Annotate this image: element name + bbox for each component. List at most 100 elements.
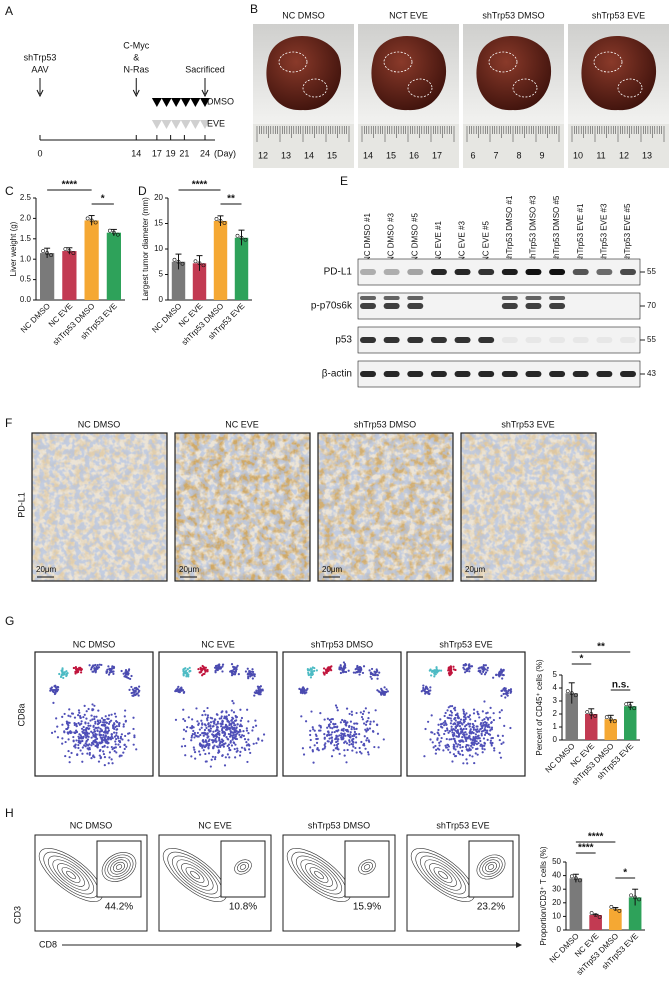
tsne-point	[72, 735, 75, 739]
tsne-point	[87, 732, 91, 735]
tsne-title: shTrp53 EVE	[439, 639, 492, 649]
tsne-point	[301, 686, 304, 690]
treatment-marker	[151, 98, 162, 107]
tsne-point	[365, 739, 368, 742]
tsne-point	[473, 761, 476, 765]
tsne-point	[486, 669, 489, 672]
tsne-point	[386, 690, 389, 693]
tsne-point	[471, 746, 474, 749]
tsne-point	[201, 664, 204, 668]
sample-point	[569, 874, 574, 879]
tsne-point	[481, 747, 484, 750]
treatment-marker	[161, 120, 172, 129]
tsne-point	[193, 736, 196, 739]
tsne-point	[336, 738, 340, 741]
tsne-point	[463, 668, 466, 671]
tsne-point	[124, 719, 128, 722]
tsne-point	[249, 672, 252, 676]
bar	[62, 251, 77, 300]
tsne-point	[180, 745, 184, 748]
tsne-point	[430, 714, 433, 717]
tsne-point	[111, 665, 114, 668]
tsne-point	[193, 731, 196, 735]
x-tick-label: NC DMSO	[150, 302, 183, 335]
tsne-point	[69, 731, 72, 735]
band	[478, 269, 495, 275]
tsne-point	[180, 689, 184, 692]
tsne-point	[464, 731, 467, 734]
tsne-point	[309, 746, 312, 749]
tsne-point	[211, 755, 214, 758]
sample-point	[235, 233, 240, 238]
mw-label: 43	[647, 369, 656, 378]
tsne-point	[466, 749, 469, 752]
band	[407, 296, 424, 300]
liver	[371, 36, 447, 111]
tsne-point	[359, 666, 362, 669]
treatment-marker	[161, 98, 172, 107]
band	[549, 303, 566, 309]
band	[478, 337, 495, 343]
tsne-point	[79, 737, 82, 740]
tsne-point	[501, 677, 504, 680]
tsne-point	[68, 721, 71, 724]
tsne-point	[366, 737, 369, 740]
significance-label: ****	[578, 843, 594, 854]
tsne-point	[232, 702, 235, 705]
tsne-point	[462, 708, 465, 711]
tsne-point	[233, 666, 236, 669]
tsne-point	[457, 735, 461, 738]
tsne-point	[466, 762, 469, 765]
tsne-point	[212, 745, 215, 749]
tsne-point	[359, 711, 362, 714]
tsne-point	[91, 731, 94, 735]
tsne-point	[344, 728, 348, 732]
ruler-number: 16	[409, 150, 419, 160]
tsne-point	[78, 666, 81, 669]
tsne-point	[68, 761, 71, 764]
tsne-point	[375, 723, 379, 726]
tsne-point	[200, 719, 203, 722]
tsne-point	[509, 688, 513, 691]
mw-label: 70	[647, 301, 656, 310]
tsne-point	[201, 732, 204, 735]
tsne-point	[74, 744, 77, 747]
tsne-point	[101, 736, 104, 739]
timeline-day: 14	[131, 148, 141, 158]
tsne-point	[327, 740, 330, 743]
tsne-title: NC EVE	[201, 639, 235, 649]
sample-point	[573, 693, 578, 698]
tsne-point	[186, 726, 189, 729]
tsne-point	[94, 744, 97, 747]
tsne-point	[76, 753, 79, 757]
tsne-point	[216, 729, 219, 732]
bar	[589, 915, 602, 930]
contour	[479, 857, 503, 877]
tsne-point	[220, 725, 223, 728]
tsne-point	[449, 666, 453, 670]
tsne-point	[450, 725, 453, 728]
tsne-point	[111, 748, 114, 751]
tsne-point	[481, 745, 484, 748]
tsne-point	[92, 735, 95, 738]
sample-point	[633, 895, 638, 900]
tsne-point	[355, 751, 358, 754]
contour	[167, 851, 223, 899]
tsne-point	[120, 754, 123, 757]
tsne-point	[477, 669, 480, 673]
tsne-point	[474, 719, 477, 723]
tsne-point	[350, 725, 353, 728]
ruler	[568, 124, 669, 168]
tsne-point	[99, 756, 103, 759]
treatment-marker	[200, 120, 210, 129]
tsne-point	[79, 714, 82, 718]
tsne-point	[80, 720, 83, 723]
tsne-point	[86, 738, 90, 741]
tsne-point	[430, 674, 433, 677]
tsne-point	[232, 731, 235, 734]
tsne-point	[184, 667, 187, 670]
ruler-number: 15	[327, 150, 337, 160]
tsne-point	[329, 726, 332, 729]
tsne-point	[178, 688, 181, 692]
